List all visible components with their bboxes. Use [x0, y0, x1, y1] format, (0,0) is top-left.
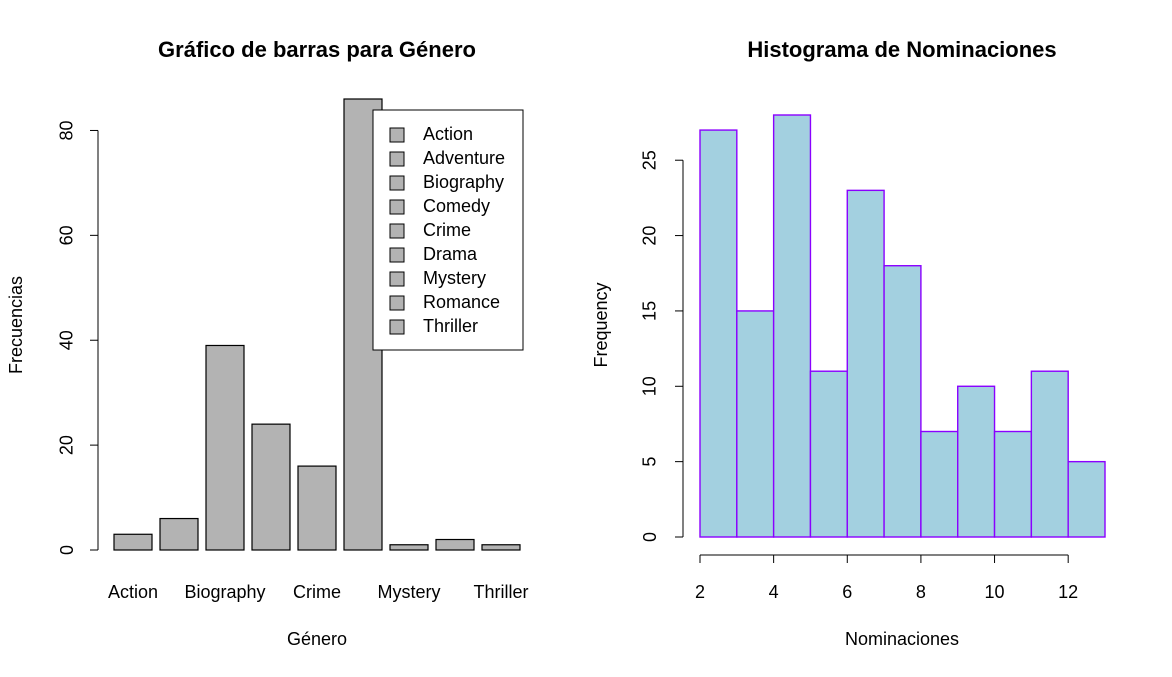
histogram-bar [920, 430, 959, 538]
legend-swatch [389, 295, 405, 311]
hist-x-tick-label: 8 [916, 582, 926, 602]
legend-entry: Action [423, 124, 473, 144]
bar-thriller [481, 544, 521, 551]
hist-y-tick-label: 10 [640, 376, 660, 396]
bar-chart-panel: Gráfico de barras para Género Género Fre… [6, 37, 529, 649]
bar-chart-title: Gráfico de barras para Género [158, 37, 476, 62]
hist-y-tick-label: 0 [640, 532, 660, 542]
bar-chart-xlabel: Género [287, 629, 347, 649]
legend-swatch [389, 175, 405, 191]
hist-x-tick-label: 2 [695, 582, 705, 602]
legend-swatch [389, 271, 405, 287]
bar-romance [435, 538, 475, 551]
legend-entry: Mystery [423, 268, 486, 288]
histogram-xlabel: Nominaciones [845, 629, 959, 649]
legend-swatch [389, 247, 405, 263]
hist-x-tick-label: 12 [1058, 582, 1078, 602]
bar-x-tick-label: Action [108, 582, 158, 602]
legend-entry: Adventure [423, 148, 505, 168]
hist-y-tick-label: 20 [640, 226, 660, 246]
hist-y-tick-label: 5 [640, 457, 660, 467]
bar-chart-y-axis: 0 20 40 60 80 [57, 120, 99, 555]
histogram-y-axis: 0 5 10 15 20 25 [640, 150, 684, 542]
histogram-bar [993, 430, 1033, 538]
bar-x-tick-label: Biography [184, 582, 265, 602]
histogram-bar [846, 189, 885, 538]
legend-entry: Thriller [423, 316, 478, 336]
legend-swatch [389, 127, 405, 143]
bar-y-tick-label: 60 [57, 225, 77, 245]
hist-y-tick-label: 15 [640, 301, 660, 321]
histogram-title: Histograma de Nominaciones [747, 37, 1056, 62]
histogram-bar [957, 385, 996, 538]
bar-comedy [251, 423, 291, 551]
histogram-ylabel: Frequency [591, 282, 611, 367]
hist-x-tick-label: 4 [769, 582, 779, 602]
histogram-bar [772, 114, 812, 538]
histogram-bar [809, 370, 848, 538]
histogram-panel: Histograma de Nominaciones Nominaciones … [591, 37, 1106, 649]
bar-biography [205, 344, 245, 551]
bar-action [113, 533, 153, 551]
histogram-bar [699, 129, 738, 538]
legend-entry: Crime [423, 220, 471, 240]
bar-y-tick-label: 20 [57, 435, 77, 455]
histogram-bars [699, 114, 1106, 538]
bar-chart-legend: Action Adventure Biography Comedy Crime Drama… [372, 109, 524, 351]
bar-mystery [389, 544, 429, 551]
legend-entry: Romance [423, 292, 500, 312]
histogram-bar [883, 265, 922, 538]
histogram-x-axis: 2 4 6 8 10 12 [695, 554, 1078, 602]
legend-entry: Comedy [423, 196, 490, 216]
bar-crime [297, 465, 337, 551]
histogram-bar [1030, 370, 1069, 538]
bar-y-tick-label: 40 [57, 330, 77, 350]
bar-chart-ylabel: Frecuencias [6, 276, 26, 374]
bar-chart-x-tick-labels: Action Biography Crime Mystery Thriller [108, 582, 529, 602]
legend-entry: Drama [423, 244, 478, 264]
hist-x-tick-label: 10 [985, 582, 1005, 602]
legend-swatch [389, 223, 405, 239]
legend-swatch [389, 151, 405, 167]
bar-x-tick-label: Thriller [473, 582, 528, 602]
hist-y-tick-label: 25 [640, 150, 660, 170]
hist-x-tick-label: 6 [842, 582, 852, 602]
legend-swatch [389, 199, 405, 215]
bar-x-tick-label: Crime [293, 582, 341, 602]
bar-adventure [159, 517, 199, 551]
histogram-bar [736, 310, 775, 538]
bar-y-tick-label: 80 [57, 120, 77, 140]
histogram-bar [1067, 460, 1106, 538]
bar-x-tick-label: Mystery [378, 582, 441, 602]
legend-entry: Biography [423, 172, 504, 192]
bar-y-tick-label: 0 [57, 545, 77, 555]
legend-swatch [389, 319, 405, 335]
